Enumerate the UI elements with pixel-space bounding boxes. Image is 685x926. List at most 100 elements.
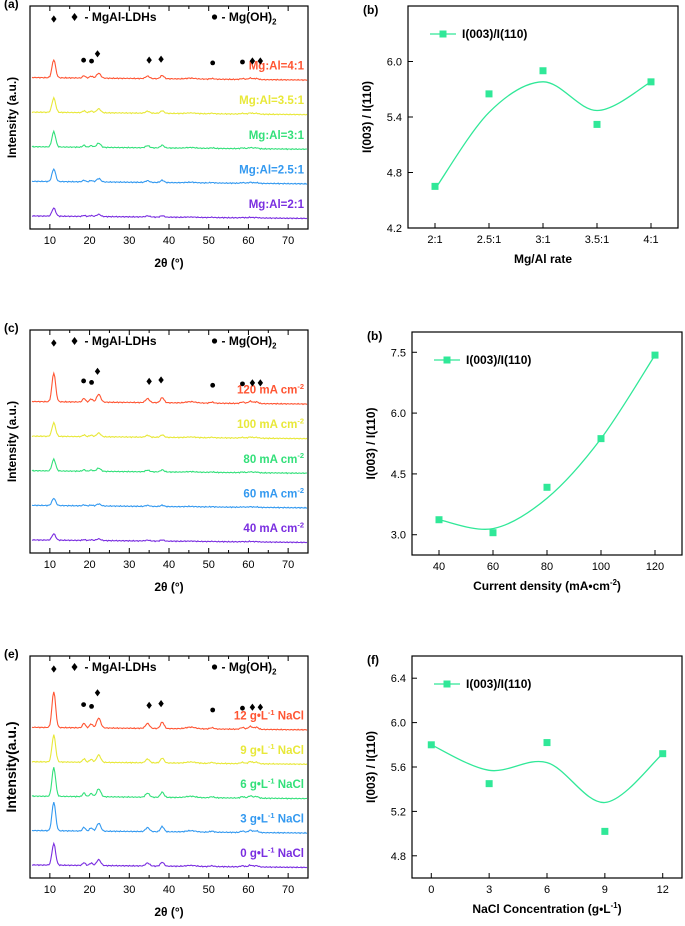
series-label: 100 mA cm-2 — [237, 417, 304, 432]
data-point — [543, 739, 551, 747]
xrd-panel: 10 20 30 40 50 60 70 2θ (°) Intensity (a.u.) (c) -… — [4, 321, 309, 594]
series-label: 40 mA cm-2 — [243, 520, 304, 535]
data-point — [601, 827, 609, 835]
x-axis-label: NaCl Concentration (g•L-1) — [472, 901, 621, 916]
xrd-curve — [31, 207, 308, 220]
ratio-panel: (b) 4.2 4.8 5.4 6.0 2:1 2.5:1 3:1 3.5:1 4:1 Mg/Al … — [360, 3, 679, 266]
x-tick-label: 80 — [541, 561, 553, 573]
x-tick-label: 70 — [282, 235, 294, 247]
ldh-peak-marker — [249, 379, 256, 387]
xrd-curve — [31, 457, 308, 475]
x-tick-label: 4:1 — [643, 234, 658, 246]
legend-dot-icon — [211, 664, 218, 670]
xrd-curve — [31, 841, 308, 869]
y-tick-label: 6.4 — [391, 673, 406, 685]
mgoh-peak-marker — [210, 60, 216, 66]
ldh-peak-marker — [249, 703, 256, 711]
ldh-peak-marker — [158, 55, 164, 63]
xrd-curve — [31, 533, 308, 544]
mgoh-peak-marker — [81, 57, 87, 63]
legend-marker — [443, 680, 451, 688]
ratio-panel: (b) 3.0 4.5 6.0 7.5 40 60 80 100 120 Current densi… — [364, 329, 683, 593]
y-tick-label: 4.8 — [387, 168, 402, 180]
x-tick-label: 40 — [433, 561, 445, 573]
ldh-peak-marker — [257, 703, 264, 711]
plot-frame — [29, 655, 309, 879]
series-label: Mg:Al=4:1 — [249, 61, 305, 73]
xrd-curve — [31, 691, 308, 732]
ldh-peak-marker — [94, 689, 101, 697]
plot-frame — [29, 329, 309, 554]
ldh-peak-marker — [158, 376, 164, 384]
data-point — [593, 120, 601, 128]
y-axis-label: Intensity (a.u.) — [5, 77, 19, 158]
ldh-peak-marker — [249, 57, 256, 65]
legend-marker — [443, 356, 451, 364]
y-tick-label: 6.0 — [391, 408, 406, 420]
y-tick-label: 5.2 — [391, 806, 406, 818]
series-label: 120 mA cm-2 — [237, 382, 304, 397]
ldh-peak-marker — [51, 339, 57, 347]
xrd-curve — [31, 58, 308, 82]
legend-dot-icon — [211, 14, 218, 20]
xrd-curve — [31, 734, 308, 766]
plot-frame — [29, 5, 309, 230]
x-tick-label: 10 — [44, 559, 56, 571]
series-label: 12 g•L-1 NaCl — [234, 708, 304, 723]
ldh-peak-marker — [94, 50, 101, 58]
legend-dot-icon — [211, 338, 218, 344]
xrd-curve — [31, 801, 308, 835]
x-tick-label: 60 — [242, 235, 254, 247]
data-point — [539, 67, 547, 75]
fit-curve — [438, 354, 656, 530]
ldh-peak-marker — [51, 665, 57, 673]
legend-label: I(003)/I(110) — [462, 27, 527, 41]
x-tick-label: 30 — [123, 235, 135, 247]
mgoh-peak-marker — [240, 705, 245, 711]
x-tick-label: 9 — [602, 884, 608, 896]
series-label: Mg:Al=3:1 — [249, 130, 305, 142]
ldh-peak-marker — [158, 700, 164, 708]
plot-frame — [407, 5, 679, 229]
legend-label: I(003)/I(110) — [466, 677, 531, 691]
data-point — [485, 780, 493, 788]
x-tick-label: 40 — [163, 559, 175, 571]
x-tick-label: 70 — [282, 884, 294, 896]
panel-label: (b) — [367, 329, 382, 343]
x-tick-label: 50 — [203, 884, 215, 896]
x-tick-label: 60 — [242, 559, 254, 571]
mgoh-peak-marker — [81, 702, 87, 707]
x-tick-label: 50 — [203, 559, 215, 571]
x-tick-label: 2:1 — [427, 234, 442, 246]
legend-marker — [439, 30, 447, 38]
legend-diamond-icon — [71, 337, 78, 345]
y-tick-label: 4.5 — [391, 469, 406, 481]
ldh-peak-marker — [51, 15, 57, 23]
xrd-panel: 10 20 30 40 50 60 70 2θ (°) Intensity (a.u.) (a) -… — [4, 0, 309, 270]
y-axis-label: I(003) / I(110) — [364, 407, 378, 479]
mgoh-peak-marker — [240, 381, 245, 387]
legend-mgoh-label: - Mg(OH)2 — [222, 660, 278, 677]
y-tick-label: 4.2 — [387, 223, 402, 235]
xrd-curve — [31, 767, 308, 800]
fit-curve — [431, 744, 664, 804]
ratio-panel: (f) 4.8 5.2 5.6 6.0 6.4 0 3 6 9 12 NaCl Concentrati… — [364, 653, 683, 916]
plot-frame — [411, 331, 683, 556]
x-axis-label: Current density (mA•cm-2) — [473, 578, 621, 593]
panel-label: (b) — [363, 3, 378, 17]
xrd-curve — [31, 421, 308, 440]
y-axis-label: I(003) / I(110) — [364, 731, 378, 803]
x-tick-label: 100 — [592, 561, 610, 573]
x-tick-label: 20 — [83, 559, 95, 571]
y-tick-label: 6.0 — [391, 718, 406, 730]
x-tick-label: 12 — [657, 884, 669, 896]
data-point — [647, 78, 655, 86]
legend-mgoh-label: - Mg(OH)2 — [222, 10, 278, 27]
legend-diamond-icon — [71, 663, 78, 671]
xrd-curve — [31, 497, 308, 510]
mgoh-peak-marker — [240, 59, 245, 65]
x-tick-label: 60 — [487, 561, 499, 573]
y-tick-label: 4.8 — [391, 851, 406, 863]
panel-label: (a) — [4, 0, 19, 11]
series-label: 0 g•L-1 NaCl — [240, 845, 304, 860]
